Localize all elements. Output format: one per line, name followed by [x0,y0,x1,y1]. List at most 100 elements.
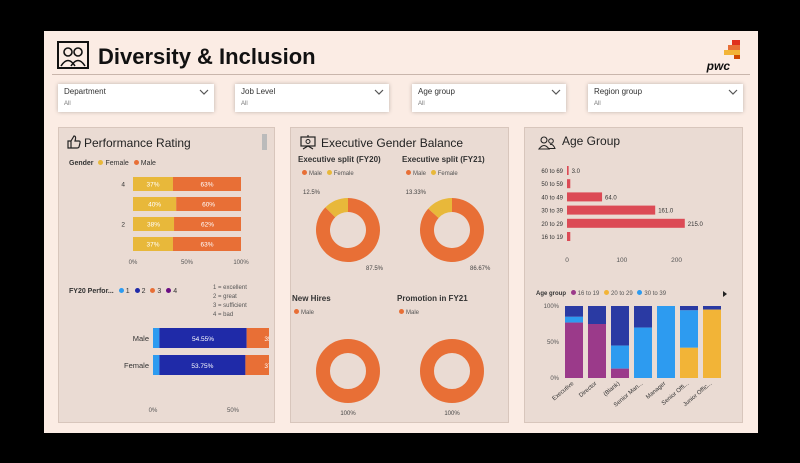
tick-label: 100% [233,260,249,266]
bar-male [174,217,241,231]
bar-age-group [567,205,656,215]
legend-rating-2[interactable]: 2 [141,288,146,295]
slice-female [428,198,452,218]
legend-rating-3[interactable]: 3 [157,288,162,295]
filter-value: All [418,101,425,107]
age-group-legend: Age group 16 to 19 20 to 29 30 to 39 [536,290,666,297]
data-label: 12.5% [303,190,321,196]
category-label: 4 [121,182,125,189]
legend-20-29[interactable]: 20 to 29 [611,291,633,297]
female-swatch [98,160,104,165]
bar-age-group [567,232,571,241]
category-label: Executive [551,381,575,403]
bar-male [172,177,241,191]
age-card: Age Group 60 to 69 3.0 50 to 59 40 to 49 64.… [524,127,743,423]
rating-key-2: 2 = great [213,294,237,300]
page-title: Diversity & Inclusion [98,44,316,69]
filter-value: All [241,101,248,107]
bar-rating-2 [159,328,247,348]
bar-other [611,306,629,346]
legend-male[interactable]: Male [406,310,420,316]
promotion-donut: 100% [420,339,484,416]
legend-rating-4[interactable]: 4 [173,288,178,295]
department-filter[interactable]: Department All [58,84,214,112]
legend-male[interactable]: Male [309,171,323,177]
age-group-filter[interactable]: Age group All [412,84,566,112]
bar-rating-1 [153,355,160,375]
data-label: 161.0 [658,209,674,215]
data-label: 86.67% [470,266,491,272]
performance-title: Performance Rating [84,136,191,150]
age-20-29-swatch [604,290,610,295]
bar-female [133,217,175,231]
rating-key-4: 4 = bad [213,312,234,318]
chevron-down-icon[interactable] [550,86,562,98]
bar-30-to-39 [680,310,698,348]
people-icon [57,41,89,69]
male-swatch [294,309,299,314]
bar-other [634,306,652,328]
data-label: 62% [201,222,214,229]
filter-label: Job Level [241,87,276,96]
legend-female[interactable]: Female [437,171,458,177]
chevron-down-icon[interactable] [373,86,385,98]
data-label: 87.5% [366,266,384,272]
data-label: 38% [147,222,160,229]
tick-label: 0 [565,257,569,264]
rating-key-3: 3 = sufficient [213,303,247,309]
bar-age-group [567,192,603,202]
data-label: 64.0 [605,195,617,201]
slice-male [420,339,484,403]
rating-4-swatch [166,288,172,293]
filter-value: All [64,101,71,107]
tick-label: 0% [149,408,158,414]
fy20-title: Executive split (FY20) [298,155,381,164]
category-label: 60 to 69 [541,169,563,175]
legend-rating-1[interactable]: 1 [125,288,130,295]
category-label: 20 to 29 [541,222,563,228]
slice-male [420,198,484,262]
rating-key: 1 = excellent 2 = great 3 = sufficient 4… [213,284,247,320]
data-label: 37.50% [264,363,269,370]
bar-age-group [567,179,571,189]
age-30-39-swatch [637,290,643,295]
legend-30-39[interactable]: 30 to 39 [644,291,667,297]
tick-label: 200 [671,257,682,264]
legend-male[interactable]: Male [140,160,156,167]
tick-label: 50% [227,408,240,414]
fy21-donut: 86.67% 13.33% [406,190,491,272]
tick-label: 50% [181,260,194,266]
rating-key-1: 1 = excellent [213,285,247,291]
age-by-job-level-chart: 0%50%100%Executive Director (Blank)Senior … [544,304,721,408]
bar-male [172,237,241,251]
new-hires-title: New Hires [292,294,331,303]
data-label: 53.75% [191,363,213,370]
data-label: 100% [340,411,356,416]
legend-female[interactable]: Female [333,171,354,177]
category-label: 40 to 49 [541,195,563,201]
scrollbar[interactable] [262,134,267,150]
chevron-down-icon[interactable] [727,86,739,98]
legend-16-19[interactable]: 16 to 19 [577,291,600,297]
male-swatch [302,170,307,175]
executive-card: Executive Gender Balance Executive split… [290,127,509,423]
promotion-title: Promotion in FY21 [397,294,468,303]
legend-male[interactable]: Male [301,310,315,316]
region-group-filter[interactable]: Region group All [588,84,743,112]
title-bar: Diversity & Inclusion pwc [52,35,750,75]
bar-age-group [567,166,569,175]
legend-female[interactable]: Female [105,160,129,167]
performance-by-gender-chart: 37% 63% 4 40% 60% 38% 62% 2 37% 63% 0% 50% 100% [121,177,249,266]
tick-label: 0% [129,260,138,266]
job-level-filter[interactable]: Job Level All [235,84,389,112]
bar-30-to-39 [565,316,583,323]
chevron-down-icon[interactable] [198,86,210,98]
female-swatch [326,170,332,175]
data-label: 60% [202,202,215,209]
promotion-legend: Male [396,309,419,316]
bar-female [133,237,173,251]
legend-next-icon[interactable] [721,290,729,298]
category-label: Male [133,334,149,343]
legend-male[interactable]: Male [413,171,427,177]
filter-value: All [594,101,601,107]
